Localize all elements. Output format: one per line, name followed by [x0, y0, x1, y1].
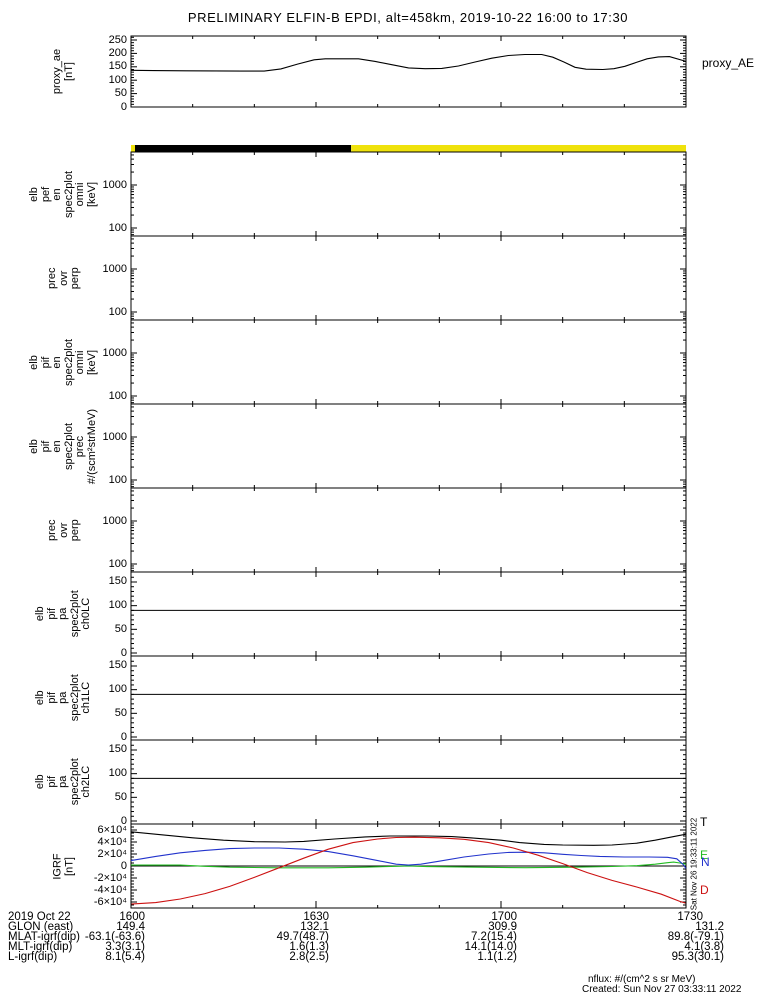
ylabel-elb_pif_en_omni-text: elb pif en spec2plot omni [keV]: [28, 338, 99, 386]
ylabel-elb_pif_en_prec: elb pif en spec2plot prec #/(scm²strMeV): [14, 404, 114, 488]
ylabel-igrf: IGRF [nT]: [14, 824, 114, 908]
table-cell: 1.1(1.2): [477, 951, 517, 963]
y-tick-label: 1000: [102, 346, 127, 359]
table-cell: 3.3(3.1): [105, 941, 145, 953]
ylabel-elb_pef_en_omni-text: elb pef en spec2plot omni [keV]: [28, 170, 99, 218]
ylabel-ch2LC: elb pif pa spec2plot ch2LC: [14, 740, 114, 824]
ylabel-elb_pif_en_omni: elb pif en spec2plot omni [keV]: [14, 320, 114, 404]
table-cell: 89.8(-79.1): [667, 931, 724, 943]
ylabel-proxy-ae: proxy_ae [nT]: [14, 36, 114, 107]
y-tick-label: 1000: [102, 262, 127, 275]
x-tick-label: 1700: [491, 911, 517, 923]
y-tick-label: 50: [114, 87, 127, 100]
ylabel-pef_prec_ovr_perp-text: prec ovr perp: [45, 266, 81, 290]
ylabel-ch1LC-text: elb pif pa spec2plot ch1LC: [34, 674, 93, 722]
table-cell: 1.6(1.3): [289, 941, 329, 953]
proxy-ae-right-label: proxy_AE: [702, 56, 755, 70]
ylabel-ch0LC-text: elb pif pa spec2plot ch0LC: [34, 590, 93, 638]
ylabel-pif_prec_ovr_perp-text: prec ovr perp: [45, 518, 81, 542]
igrf-series-label-E: E: [700, 848, 709, 862]
ylabel-proxy-ae-text: proxy_ae [nT]: [51, 48, 75, 95]
y-tick-label: 0: [120, 100, 127, 113]
y-tick-label: 1000: [102, 514, 127, 527]
y-tick-label: 1000: [102, 178, 127, 191]
table-cell: 14.1(14.0): [464, 941, 517, 953]
y-tick-label: 100: [108, 767, 127, 780]
y-tick-label: 0: [120, 859, 127, 872]
table-cell: 7.2(15.4): [470, 931, 517, 943]
y-tick-label: 100: [108, 557, 127, 570]
y-tick-label: 50: [114, 790, 127, 803]
y-tick-label: 50: [114, 706, 127, 719]
y-tick-label: 50: [114, 622, 127, 635]
table-cell: 309.9: [488, 921, 517, 933]
y-tick-label: 0: [120, 730, 127, 743]
y-tick-label: 0: [120, 814, 127, 827]
y-tick-label: -2×10⁴: [93, 871, 127, 884]
ylabel-ch1LC: elb pif pa spec2plot ch1LC: [14, 656, 114, 740]
ylabel-igrf-text: IGRF [nT]: [51, 852, 76, 880]
y-tick-label: 4×10⁴: [97, 835, 127, 848]
date-label: 2019 Oct 22: [8, 911, 71, 923]
x-tick-label: 1730: [677, 911, 703, 923]
y-tick-label: 100: [108, 683, 127, 696]
footer-nflux-units: nflux: #/(cm^2 s sr MeV): [588, 974, 696, 985]
y-tick-label: 6×10⁴: [97, 823, 127, 836]
table-row-label: MLAT-igrf(dip): [8, 931, 80, 943]
footer-created-timestamp: Created: Sun Nov 27 03:33:11 2022: [582, 984, 742, 995]
y-tick-label: 1000: [102, 430, 127, 443]
table-cell: 149.4: [116, 921, 145, 933]
ylabel-ch0LC: elb pif pa spec2plot ch0LC: [14, 572, 114, 656]
table-cell: 4.1(3.8): [684, 941, 724, 953]
y-tick-label: 150: [108, 575, 127, 588]
y-tick-label: -6×10⁴: [93, 895, 127, 908]
igrf-series-label-T: T: [700, 815, 708, 829]
y-tick-label: 100: [108, 473, 127, 486]
y-tick-label: 150: [108, 743, 127, 756]
page-title: PRELIMINARY ELFIN-B EPDI, alt=458km, 201…: [187, 10, 629, 25]
y-tick-label: 150: [108, 60, 127, 73]
y-tick-label: 100: [108, 221, 127, 234]
x-tick-label: 1600: [119, 911, 145, 923]
y-tick-label: 100: [108, 305, 127, 318]
ylabel-pef_prec_ovr_perp: prec ovr perp: [14, 236, 114, 320]
ylabel-elb_pif_en_prec-text: elb pif en spec2plot prec #/(scm²strMeV): [28, 408, 98, 484]
table-cell: 95.3(30.1): [671, 951, 724, 963]
ylabel-pif_prec_ovr_perp: prec ovr perp: [14, 488, 114, 572]
y-tick-label: 100: [108, 73, 127, 86]
y-tick-label: 250: [108, 33, 127, 46]
y-tick-label: 2×10⁴: [97, 847, 127, 860]
y-tick-label: 150: [108, 659, 127, 672]
igrf-series-label-D: D: [700, 883, 709, 897]
igrf-series-label-N: N: [701, 855, 710, 869]
ylabel-elb_pef_en_omni: elb pef en spec2plot omni [keV]: [14, 152, 114, 236]
y-tick-label: 100: [108, 599, 127, 612]
table-cell: -63.1(-63.6): [84, 931, 145, 943]
table-cell: 131.2: [695, 921, 724, 933]
table-row-label: L-igrf(dip): [8, 951, 58, 963]
ylabel-ch2LC-text: elb pif pa spec2plot ch2LC: [34, 758, 93, 806]
table-cell: 49.7(48.7): [276, 931, 329, 943]
x-tick-label: 1630: [303, 911, 329, 923]
table-row-label: MLT-igrf(dip): [8, 941, 73, 953]
table-cell: 8.1(5.4): [105, 951, 145, 963]
y-tick-label: 0: [120, 646, 127, 659]
y-tick-label: -4×10⁴: [93, 883, 127, 896]
table-row-label: GLON (east): [8, 921, 74, 933]
table-cell: 2.8(2.5): [289, 951, 329, 963]
table-cell: 132.1: [300, 921, 329, 933]
y-tick-label: 200: [108, 46, 127, 59]
y-tick-label: 100: [108, 389, 127, 402]
